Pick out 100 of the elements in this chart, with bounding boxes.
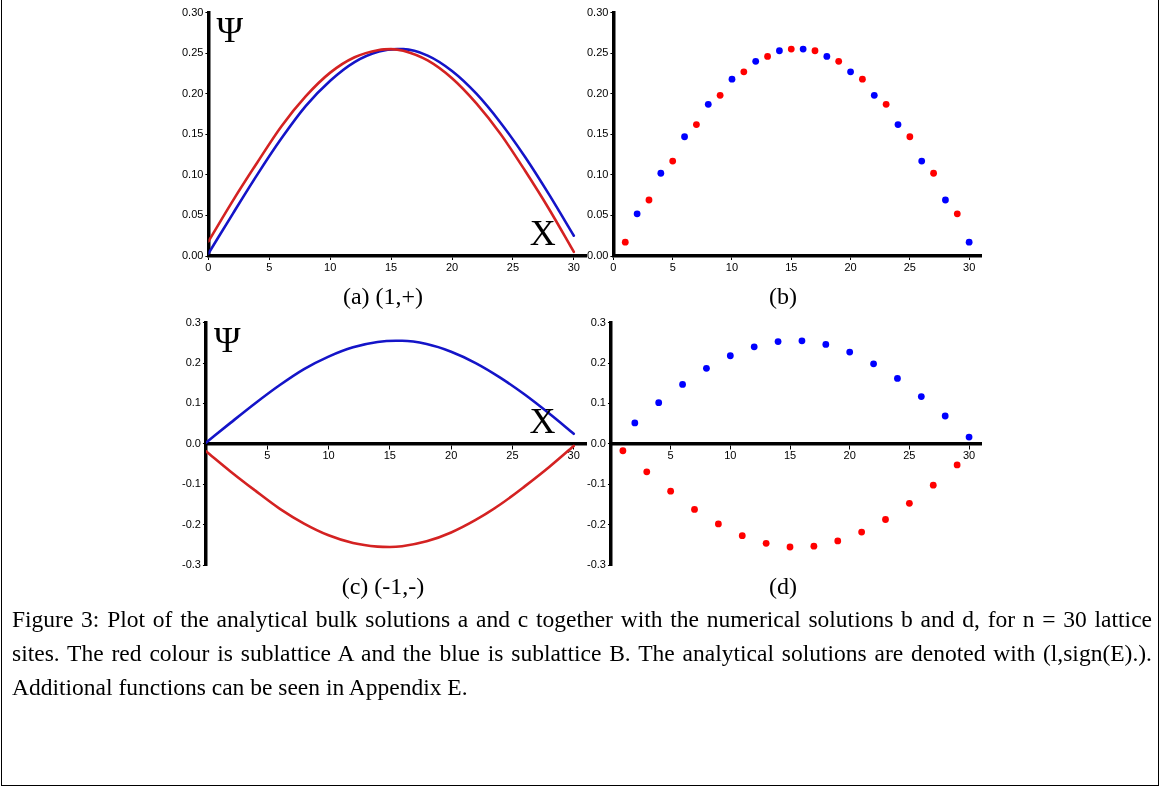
y-tick-label: -0.2	[586, 517, 606, 530]
x-tick-label: 15	[384, 260, 398, 273]
point	[738, 532, 746, 540]
y-tick-label: 0.0	[590, 436, 606, 449]
x-tick-label: 10	[324, 260, 337, 273]
point	[811, 47, 819, 55]
x-tick-label: 30	[567, 260, 580, 273]
y-tick-label: 0.15	[586, 127, 609, 140]
x-tick-label: 15	[383, 448, 396, 461]
x-tick-label: 15	[783, 448, 797, 461]
point	[787, 45, 795, 53]
y-tick-label: 0.20	[181, 86, 204, 99]
point	[704, 100, 712, 108]
x-tick-label: 5	[667, 448, 674, 461]
x-tick-label: 30	[962, 448, 976, 461]
y-tick-label: 0.25	[586, 46, 609, 59]
point	[752, 57, 760, 65]
x-tick-label: 20	[445, 260, 459, 273]
y-tick-label: -0.1	[181, 477, 201, 490]
point	[728, 75, 736, 83]
x-axis-title: X	[529, 213, 556, 254]
point	[882, 100, 890, 108]
point	[693, 121, 700, 128]
y-tick-label: 0.1	[590, 396, 606, 409]
point	[953, 461, 961, 469]
y-tick-label: 0.2	[590, 356, 606, 369]
point	[894, 121, 902, 128]
point	[633, 210, 641, 218]
y-tick-label: 0.1	[185, 396, 201, 409]
point	[835, 57, 843, 65]
text: (c) (-1,-)	[341, 572, 425, 599]
text: (a) (1,+)	[342, 282, 424, 309]
y-tick-label: -0.3	[586, 558, 606, 571]
y-tick-label: 0.0	[185, 436, 201, 449]
point	[859, 75, 866, 83]
point	[776, 47, 783, 55]
text: (d)	[769, 572, 797, 599]
point	[726, 352, 734, 360]
x-tick-label: 30	[963, 260, 976, 273]
point	[691, 506, 698, 513]
point	[930, 169, 937, 177]
point	[965, 238, 973, 246]
y-tick-label: 0.10	[181, 167, 204, 180]
point	[681, 133, 688, 141]
y-tick-label: 0.3	[185, 315, 201, 328]
y-tick-label: 0.05	[181, 208, 204, 221]
x-tick-label: 25	[903, 448, 916, 461]
point	[657, 169, 665, 177]
point	[669, 157, 677, 165]
point	[846, 348, 854, 356]
point	[619, 447, 627, 455]
point	[942, 196, 949, 204]
point	[882, 516, 889, 523]
y-tick-label: 0.05	[586, 208, 609, 221]
point	[798, 337, 806, 345]
point	[762, 539, 770, 547]
point	[645, 196, 653, 204]
x-tick-label: 20	[445, 448, 458, 461]
point	[822, 341, 830, 348]
point	[894, 375, 901, 382]
x-tick-label: 5	[264, 448, 271, 461]
point	[917, 393, 925, 400]
point	[953, 210, 961, 218]
y-axis-title: Ψ	[213, 320, 241, 361]
text: (b)	[769, 282, 797, 309]
y-tick-label: 0.2	[185, 356, 201, 369]
point	[631, 419, 639, 427]
x-tick-label: 5	[669, 260, 676, 273]
point	[764, 53, 771, 60]
y-tick-label: 0.25	[181, 46, 204, 59]
y-tick-label: 0.10	[586, 167, 609, 180]
point	[799, 45, 807, 53]
x-tick-label: 20	[844, 260, 857, 273]
point	[906, 133, 914, 141]
y-tick-label: 0.15	[181, 127, 204, 140]
point	[858, 528, 866, 536]
y-tick-label: 0.30	[181, 5, 204, 18]
y-tick-label: 0.00	[181, 249, 204, 262]
point	[941, 412, 949, 420]
point	[823, 53, 831, 60]
point	[929, 481, 937, 489]
y-tick-label: -0.3	[181, 558, 201, 571]
point	[679, 381, 686, 388]
x-tick-label: 0	[205, 260, 212, 273]
x-tick-label: 10	[322, 448, 335, 461]
point	[716, 91, 724, 99]
caption: Figure 3: Plot of the analytical bulk solutions a and c together with the numerical solutions b and d, for n = 30 lattice sites. The red colour is sublattice A and the blue is sublattice B. The analytical solutions are denoted with (l,sign(E).). Additional functions can be seen in Appendix E.	[12, 605, 1152, 702]
x-tick-label: 20	[843, 448, 856, 461]
point	[750, 343, 758, 351]
y-tick-label: 0.00	[586, 249, 609, 262]
point	[905, 499, 913, 507]
x-tick-label: 25	[903, 260, 916, 273]
x-tick-label: 25	[506, 448, 519, 461]
point	[870, 91, 878, 99]
y-axis-title: Ψ	[216, 10, 244, 51]
x-tick-label: 10	[725, 260, 739, 273]
point	[643, 468, 651, 476]
y-tick-label: 0.30	[586, 5, 609, 18]
point	[870, 360, 877, 368]
x-tick-label: 5	[266, 260, 273, 273]
